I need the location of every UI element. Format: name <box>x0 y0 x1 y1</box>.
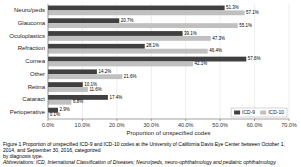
data-label: 46.4% <box>209 48 222 53</box>
category-label: Perioperative <box>10 109 46 115</box>
category-label: Oculoplastics <box>9 33 45 39</box>
x-tick-label: 50.0% <box>212 122 228 128</box>
legend-frame <box>231 108 287 117</box>
data-label: 11.6% <box>89 87 101 92</box>
category-label: Other <box>30 71 45 77</box>
caption-line: Figure 1 Proportion of unspecified ICD-9… <box>3 141 298 153</box>
bar <box>48 6 225 11</box>
x-tick <box>220 119 221 121</box>
x-tick <box>254 119 255 121</box>
bars <box>48 6 246 118</box>
data-label: 42.1% <box>194 61 207 66</box>
category-label: Cornea <box>25 58 45 64</box>
bar <box>48 18 119 23</box>
bar <box>48 10 245 15</box>
x-axis <box>48 119 289 120</box>
data-label: 47.3% <box>212 36 225 41</box>
x-tick <box>289 119 290 121</box>
category-label: Cataract <box>22 96 45 102</box>
data-label: 14.2% <box>98 69 111 74</box>
bar <box>48 74 122 79</box>
x-tick-label: 60.0% <box>247 122 263 128</box>
x-tick <box>151 119 152 121</box>
legend-swatch <box>234 111 240 115</box>
x-tick-label: 30.0% <box>143 122 159 128</box>
data-label: 57.6% <box>248 56 261 61</box>
data-label: 39.1% <box>184 31 197 36</box>
data-label: 0.1% <box>50 112 60 117</box>
legend-label: ICD-9 <box>242 109 255 115</box>
y-axis <box>48 4 49 119</box>
data-labels: 2.9%0.1%17.4%6.8%10.1%11.6%14.2%21.6%57.… <box>50 5 261 117</box>
bar <box>48 57 246 62</box>
data-label: 20.7% <box>121 18 134 23</box>
category-label: Neuro/peds <box>14 7 45 13</box>
grid-line <box>289 4 290 119</box>
x-tick <box>82 119 83 121</box>
category-label: Retina <box>28 84 46 90</box>
x-tick <box>116 119 117 121</box>
bar <box>48 44 145 49</box>
x-axis-label: Proportion of unspecified codes <box>126 130 210 136</box>
data-label: 21.6% <box>124 74 137 79</box>
bar <box>48 49 208 54</box>
legend-label: ICD-10 <box>268 109 284 115</box>
bar <box>48 31 183 36</box>
x-tick <box>185 119 186 121</box>
grid-line <box>254 4 255 119</box>
category-label: Glaucoma <box>18 20 46 26</box>
x-tick-label: 10.0% <box>75 122 91 128</box>
x-tick-label: 40.0% <box>178 122 194 128</box>
data-label: 28.1% <box>146 43 159 48</box>
chart: 0.0% 10.0% 20.0% 30.0% 40.0% 50.0% 60.0% 70.0% 2… <box>0 0 301 139</box>
x-tick <box>48 119 49 121</box>
caption-line: Abbreviations: ICD, International Classi… <box>3 159 298 165</box>
legend-swatch <box>260 111 266 115</box>
bar <box>48 69 97 74</box>
data-label: 57.1% <box>246 10 259 15</box>
caption-line: by diagnosis type. <box>3 153 298 159</box>
data-label: 6.8% <box>73 99 83 104</box>
x-tick-label: 0.0% <box>42 122 55 128</box>
x-tick-label: 20.0% <box>109 122 125 128</box>
legend: ICD-9 ICD-10 <box>231 108 287 117</box>
data-label: 55.1% <box>239 23 252 28</box>
bar <box>48 62 193 67</box>
data-label: 17.4% <box>109 95 122 100</box>
data-label: 2.9% <box>59 107 69 112</box>
grid <box>48 4 289 119</box>
bar <box>48 82 83 87</box>
category-label: Refraction <box>18 45 45 51</box>
caption: Figure 1 Proportion of unspecified ICD-9… <box>3 141 298 165</box>
x-tick-label: 70.0% <box>281 122 297 128</box>
bar <box>48 87 88 92</box>
bar <box>48 100 71 105</box>
bar <box>48 36 211 41</box>
bar <box>48 23 238 28</box>
data-label: 51.3% <box>226 5 239 10</box>
